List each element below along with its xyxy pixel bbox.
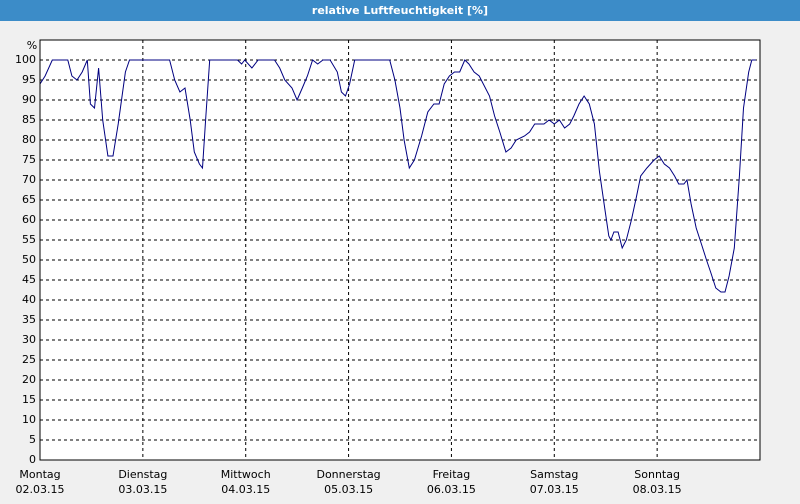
x-tick-date: 03.03.15 [118,483,167,496]
y-tick-label: 10 [22,413,36,426]
x-tick-date: 02.03.15 [16,483,65,496]
title-bar [0,0,800,21]
x-tick-label: Donnerstag [316,468,380,481]
y-tick-label: 25 [22,353,36,366]
y-tick-label: 30 [22,333,36,346]
x-tick-label: Samstag [530,468,578,481]
y-tick-label: 60 [22,213,36,226]
x-tick-label: Dienstag [118,468,167,481]
x-tick-label: Sonntag [634,468,680,481]
x-tick-date: 06.03.15 [427,483,476,496]
data-line [39,59,756,293]
y-tick-label: 100 [15,53,36,66]
y-tick-label: 80 [22,133,36,146]
y-tick-label: 95 [22,73,36,86]
x-tick-label: Freitag [433,468,471,481]
y-tick-label: 55 [22,233,36,246]
y-tick-label: 45 [22,273,36,286]
y-tick-label: 65 [22,193,36,206]
y-tick-label: 15 [22,393,36,406]
y-tick-label: 50 [22,253,36,266]
plot-border [39,39,761,461]
x-tick-date: 07.03.15 [530,483,579,496]
y-tick-label: 70 [22,173,36,186]
y-tick-label: 5 [29,433,36,446]
chart-title: relative Luftfeuchtigkeit [%] [312,4,488,17]
y-tick-label: 40 [22,293,36,306]
y-tick-label: 0 [29,453,36,466]
y-tick-label: 90 [22,93,36,106]
x-tick-label: Mittwoch [221,468,271,481]
y-axis-label: % [27,39,37,52]
y-tick-label: 75 [22,153,36,166]
x-tick-date: 04.03.15 [221,483,270,496]
y-tick-label: 35 [22,313,36,326]
x-tick-label: Montag [19,468,60,481]
x-tick-date: 05.03.15 [324,483,373,496]
y-tick-label: 85 [22,113,36,126]
y-tick-label: 20 [22,373,36,386]
x-tick-date: 08.03.15 [633,483,682,496]
plot-area [39,39,761,461]
